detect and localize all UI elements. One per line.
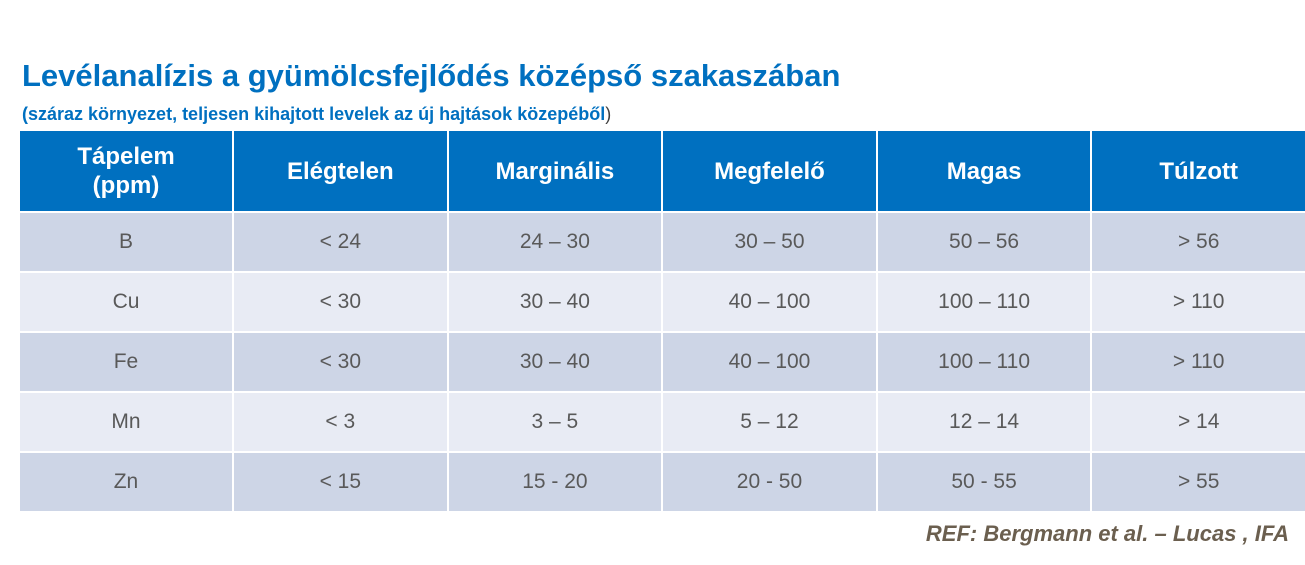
table-cell: < 3 <box>232 391 449 453</box>
table-cell: > 110 <box>1090 331 1305 393</box>
header-nutrient: Tápelem (ppm) <box>18 129 234 213</box>
table-cell: < 24 <box>232 211 449 273</box>
table-cell: 100 – 110 <box>875 331 1093 393</box>
table-cell: 30 – 50 <box>661 211 878 273</box>
table-row: Mn < 3 3 – 5 5 – 12 12 – 14 > 14 <box>18 391 1305 453</box>
table-cell: < 30 <box>232 331 449 393</box>
table-cell: 100 – 110 <box>875 271 1093 333</box>
table-cell: 5 – 12 <box>661 391 878 453</box>
table-cell: 40 – 100 <box>661 331 878 393</box>
page-title: Levélanalízis a gyümölcsfejlődés középső… <box>22 58 841 93</box>
header-marginal: Marginális <box>446 129 664 213</box>
header-nutrient-line2: (ppm) <box>92 172 160 199</box>
row-element: Cu <box>18 271 234 333</box>
table-cell: 12 – 14 <box>875 391 1093 453</box>
table-row: B < 24 24 – 30 30 – 50 50 – 56 > 56 <box>18 211 1305 273</box>
subtitle-close-paren: ) <box>605 104 612 124</box>
header-nutrient-line1: Tápelem <box>77 143 175 170</box>
table-cell: 3 – 5 <box>446 391 664 453</box>
table-cell: 15 - 20 <box>446 451 664 513</box>
table-row: Fe < 30 30 – 40 40 – 100 100 – 110 > 110 <box>18 331 1305 393</box>
header-high: Magas <box>875 129 1093 213</box>
header-adequate: Megfelelő <box>661 129 878 213</box>
header-insufficient: Elégtelen <box>232 129 449 213</box>
table-cell: 30 – 40 <box>446 271 664 333</box>
table-cell: > 55 <box>1090 451 1305 513</box>
table-cell: < 15 <box>232 451 449 513</box>
table-cell: 50 - 55 <box>875 451 1093 513</box>
table-cell: < 30 <box>232 271 449 333</box>
table-cell: 24 – 30 <box>446 211 664 273</box>
row-element: Mn <box>18 391 234 453</box>
table-cell: > 14 <box>1090 391 1305 453</box>
table-cell: > 56 <box>1090 211 1305 273</box>
table-cell: 40 – 100 <box>661 271 878 333</box>
table-header-row: Tápelem (ppm) Elégtelen Marginális Megfel… <box>18 129 1305 213</box>
table-cell: 30 – 40 <box>446 331 664 393</box>
table-cell: > 110 <box>1090 271 1305 333</box>
table-row: Zn < 15 15 - 20 20 - 50 50 - 55 > 55 <box>18 451 1305 513</box>
leaf-analysis-table: Tápelem (ppm) Elégtelen Marginális Megfel… <box>18 129 1305 513</box>
reference-note: REF: Bergmann et al. – Lucas , IFA <box>925 521 1289 546</box>
page-subtitle: (száraz környezet, teljesen kihajtott le… <box>22 101 611 127</box>
subtitle-text: (száraz környezet, teljesen kihajtott le… <box>22 104 606 124</box>
table-cell: 50 – 56 <box>875 211 1093 273</box>
row-element: Zn <box>18 451 234 513</box>
table-cell: 20 - 50 <box>661 451 878 513</box>
row-element: B <box>18 211 234 273</box>
row-element: Fe <box>18 331 234 393</box>
header-excessive: Túlzott <box>1090 129 1305 213</box>
table-row: Cu < 30 30 – 40 40 – 100 100 – 110 > 110 <box>18 271 1305 333</box>
